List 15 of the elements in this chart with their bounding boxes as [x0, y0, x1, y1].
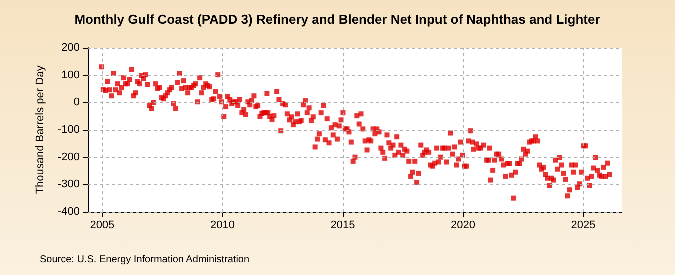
x-tick-label: 2015: [330, 220, 356, 232]
y-tick-label: -200: [58, 151, 80, 164]
y-tick-label: 200: [62, 42, 80, 54]
source-note: Source: U.S. Energy Information Administration: [40, 254, 250, 266]
y-tick-label: -100: [58, 124, 80, 136]
y-tick-label: -400: [58, 206, 80, 218]
x-tick-label: 2025: [571, 220, 596, 232]
y-axis-title: Thousand Barrels per Day: [34, 65, 46, 194]
x-tick-label: 2010: [210, 220, 235, 232]
y-tick-label: 0: [74, 96, 80, 109]
chart-title: Monthly Gulf Coast (PADD 3) Refinery and Blender Net Input of Naphthas and Lighter: [74, 12, 600, 27]
y-tick-label: -300: [58, 178, 80, 191]
x-tick-label: 2005: [90, 220, 115, 232]
y-tick-label: 100: [62, 69, 80, 82]
x-tick-label: 2020: [451, 220, 476, 232]
